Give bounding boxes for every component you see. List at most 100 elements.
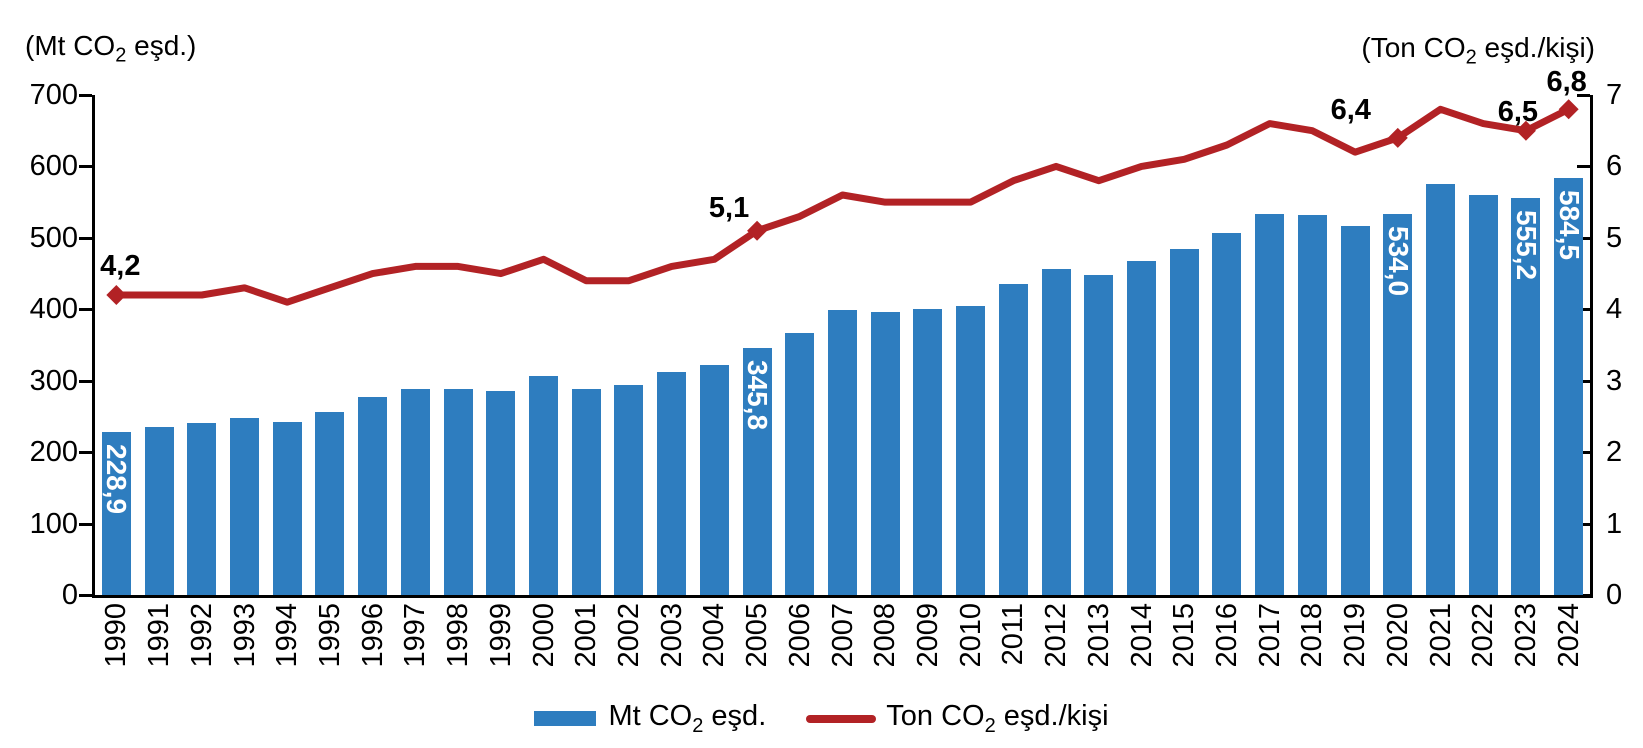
legend-item-line-series: Ton CO2 eşd./kişi <box>806 700 1109 738</box>
line-value-label-2024: 6,8 <box>1546 66 1587 99</box>
right-axis-tick <box>1577 236 1590 240</box>
x-axis-year-label-2008: 2008 <box>869 603 902 668</box>
x-axis-year-label-2014: 2014 <box>1125 603 1158 668</box>
per-capita-line-series <box>106 99 1579 306</box>
left-axis-tick <box>79 594 92 597</box>
bar-2024 <box>1554 177 1584 595</box>
bar-1998 <box>443 389 473 595</box>
bar-2001 <box>571 389 601 595</box>
line-value-label-2005: 5,1 <box>708 191 750 224</box>
bar-1995 <box>315 411 345 595</box>
x-axis-year-label-1991: 1991 <box>143 603 176 668</box>
x-axis-year-label-2006: 2006 <box>783 603 816 668</box>
line-marker-1990 <box>106 285 127 305</box>
right-axis-tick-label: 7 <box>1606 79 1623 111</box>
right-axis-tick-label: 0 <box>1606 579 1623 611</box>
x-axis-year-label-1997: 1997 <box>399 603 432 668</box>
x-axis-year-label-2020: 2020 <box>1381 603 1414 668</box>
x-axis-year-label-2019: 2019 <box>1339 603 1372 668</box>
bar-2023 <box>1511 198 1541 595</box>
bar-series-swatch-icon <box>534 711 597 727</box>
left-axis-tick <box>79 94 92 97</box>
left-axis-tick-label: 200 <box>29 436 78 469</box>
x-axis-year-label-2013: 2013 <box>1082 603 1115 668</box>
bar-2002 <box>614 384 644 595</box>
bar-2015 <box>1169 249 1199 595</box>
right-axis-tick <box>1577 379 1590 383</box>
x-axis-year-label-1995: 1995 <box>313 603 346 668</box>
bar-2021 <box>1426 184 1455 595</box>
left-axis-tick-label: 500 <box>29 221 78 254</box>
left-axis-tick-label: 300 <box>29 364 78 397</box>
bar-2011 <box>998 283 1028 595</box>
x-axis-year-label-2007: 2007 <box>826 603 859 668</box>
left-axis-tick <box>79 165 92 169</box>
left-axis-line <box>92 95 95 595</box>
x-axis-year-label-2015: 2015 <box>1168 603 1201 668</box>
x-axis-year-label-2005: 2005 <box>741 603 774 668</box>
line-marker-2005 <box>747 220 768 241</box>
bar-1996 <box>358 397 388 595</box>
x-axis-year-label-2023: 2023 <box>1509 603 1542 668</box>
line-path <box>112 105 1573 306</box>
right-axis-tick-label: 2 <box>1606 436 1623 469</box>
line-marker-2020 <box>1387 127 1408 148</box>
x-axis-year-label-2001: 2001 <box>570 603 603 668</box>
right-axis-tick <box>1577 94 1590 97</box>
bar-2019 <box>1340 226 1370 595</box>
x-axis-year-label-2009: 2009 <box>911 603 944 668</box>
bar-2012 <box>1041 269 1071 595</box>
left-axis-tick <box>79 308 92 312</box>
x-axis-year-label-2021: 2021 <box>1424 603 1457 668</box>
bar-2004 <box>699 365 729 595</box>
left-axis-tick-label: 100 <box>29 507 78 540</box>
x-axis-year-label-2004: 2004 <box>698 603 731 668</box>
line-value-label-2023: 6,5 <box>1497 95 1539 128</box>
bar-1994 <box>272 421 302 595</box>
bar-2003 <box>657 372 687 595</box>
line-value-label-2020: 6,4 <box>1330 93 1371 126</box>
x-axis-year-label-2024: 2024 <box>1552 603 1585 668</box>
right-axis-tick-label: 3 <box>1606 364 1623 397</box>
left-axis-tick <box>79 451 92 455</box>
bar-2006 <box>785 333 815 595</box>
left-axis-tick <box>79 236 92 240</box>
bar-1991 <box>144 426 174 595</box>
bar-1990 <box>101 431 131 595</box>
right-axis-line <box>1590 95 1593 595</box>
right-axis-tick <box>1577 594 1590 597</box>
x-axis-year-label-1992: 1992 <box>185 603 218 668</box>
bar-2022 <box>1468 195 1498 595</box>
right-axis-tick <box>1577 308 1590 312</box>
x-axis-year-label-2010: 2010 <box>954 603 987 668</box>
bar-2017 <box>1255 213 1285 595</box>
bar-2000 <box>529 375 558 595</box>
right-axis-tick <box>1577 522 1590 526</box>
left-axis-tick-label: 600 <box>29 150 78 183</box>
x-axis-year-label-2017: 2017 <box>1253 603 1286 668</box>
x-axis-year-label-2002: 2002 <box>612 603 645 668</box>
bar-2018 <box>1297 215 1327 595</box>
bar-2005 <box>742 348 772 595</box>
bar-2008 <box>870 312 900 595</box>
right-axis-tick <box>1577 165 1590 169</box>
x-axis-year-label-2018: 2018 <box>1296 603 1329 668</box>
bar-1993 <box>230 417 259 595</box>
x-axis-year-label-2016: 2016 <box>1210 603 1243 668</box>
legend-item-bar-series: Mt CO2 eşd. <box>534 700 766 738</box>
bottom-axis-line <box>92 595 1593 598</box>
bar-2009 <box>913 308 943 595</box>
left-axis-tick-label: 700 <box>29 79 78 111</box>
left-axis-tick-label: 400 <box>29 293 78 326</box>
x-axis-year-label-1998: 1998 <box>442 603 475 668</box>
bar-2016 <box>1212 232 1242 595</box>
legend: Mt CO2 eşd. Ton CO2 eşd./kişi <box>0 700 1643 738</box>
left-axis-tick-label: 0 <box>61 579 78 611</box>
legend-bar-series-label: Mt CO2 eşd. <box>608 700 767 737</box>
right-axis-tick-label: 5 <box>1606 221 1623 254</box>
right-axis-tick-label: 6 <box>1606 150 1623 183</box>
bar-1997 <box>400 388 430 595</box>
legend-line-series-label: Ton CO2 eşd./kişi <box>886 700 1109 737</box>
left-axis-tick <box>79 379 92 383</box>
